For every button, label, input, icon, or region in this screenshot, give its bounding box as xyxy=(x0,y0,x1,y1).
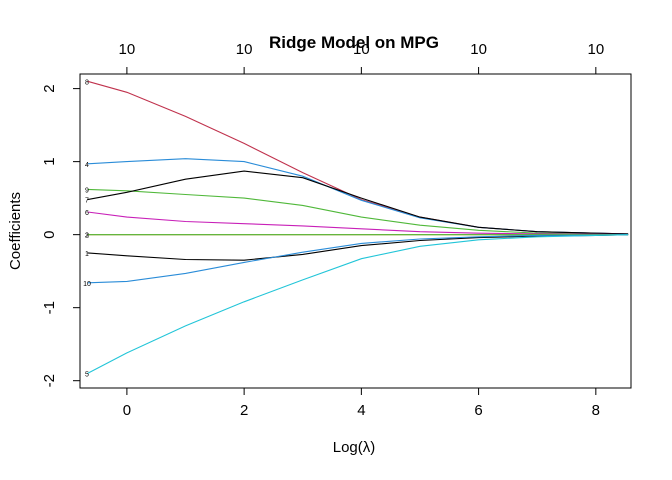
x-tick-label: 6 xyxy=(474,402,482,419)
series-line-10 xyxy=(87,234,629,284)
y-tick-label: 2 xyxy=(41,84,58,92)
top-tick-label: 10 xyxy=(587,41,604,58)
x-tick-label: 4 xyxy=(357,402,365,419)
top-tick-label: 10 xyxy=(470,41,487,58)
chart-title: Ridge Model on MPG xyxy=(269,33,439,52)
series-end-label-2: 2 xyxy=(85,233,89,240)
x-tick-label: 8 xyxy=(592,402,600,419)
series-end-label-8: 8 xyxy=(85,79,89,86)
plot-box xyxy=(79,73,632,389)
series-end-label-1: 1 xyxy=(85,251,89,258)
y-axis-label: Coefficients xyxy=(7,192,24,270)
top-tick-label: 10 xyxy=(353,41,370,58)
x-axis: 0 2 4 6 8 xyxy=(123,387,600,419)
y-tick-label: 1 xyxy=(41,157,58,165)
y-tick-label: 0 xyxy=(41,230,58,238)
series-line-9 xyxy=(87,188,629,235)
series-layer xyxy=(87,80,629,374)
series-end-label-6: 6 xyxy=(85,210,89,217)
y-tick-label: -1 xyxy=(41,301,58,314)
top-axis: 10 10 10 10 10 xyxy=(119,41,604,75)
series-end-label-10: 10 xyxy=(83,281,91,288)
series-line-6 xyxy=(87,211,629,236)
series-end-label-7: 7 xyxy=(85,198,89,205)
top-tick-label: 10 xyxy=(236,41,253,58)
y-tick-label: -2 xyxy=(41,374,58,387)
series-end-labels: 8 4 9 7 6 32 1 10 5 xyxy=(83,79,91,378)
y-axis: -2 -1 0 1 2 xyxy=(41,84,81,387)
series-end-label-4: 4 xyxy=(85,162,89,169)
series-line-1 xyxy=(87,234,629,261)
x-tick-label: 2 xyxy=(240,402,248,419)
series-end-label-9: 9 xyxy=(85,187,89,194)
x-axis-label: Log(λ) xyxy=(333,439,376,456)
series-end-label-5: 5 xyxy=(85,371,89,378)
x-tick-label: 0 xyxy=(123,402,131,419)
series-line-7 xyxy=(87,170,629,235)
series-line-5 xyxy=(87,234,629,374)
top-tick-label: 10 xyxy=(119,41,136,58)
series-end-label-3: 3 xyxy=(85,233,89,240)
series-line-8 xyxy=(87,80,629,235)
